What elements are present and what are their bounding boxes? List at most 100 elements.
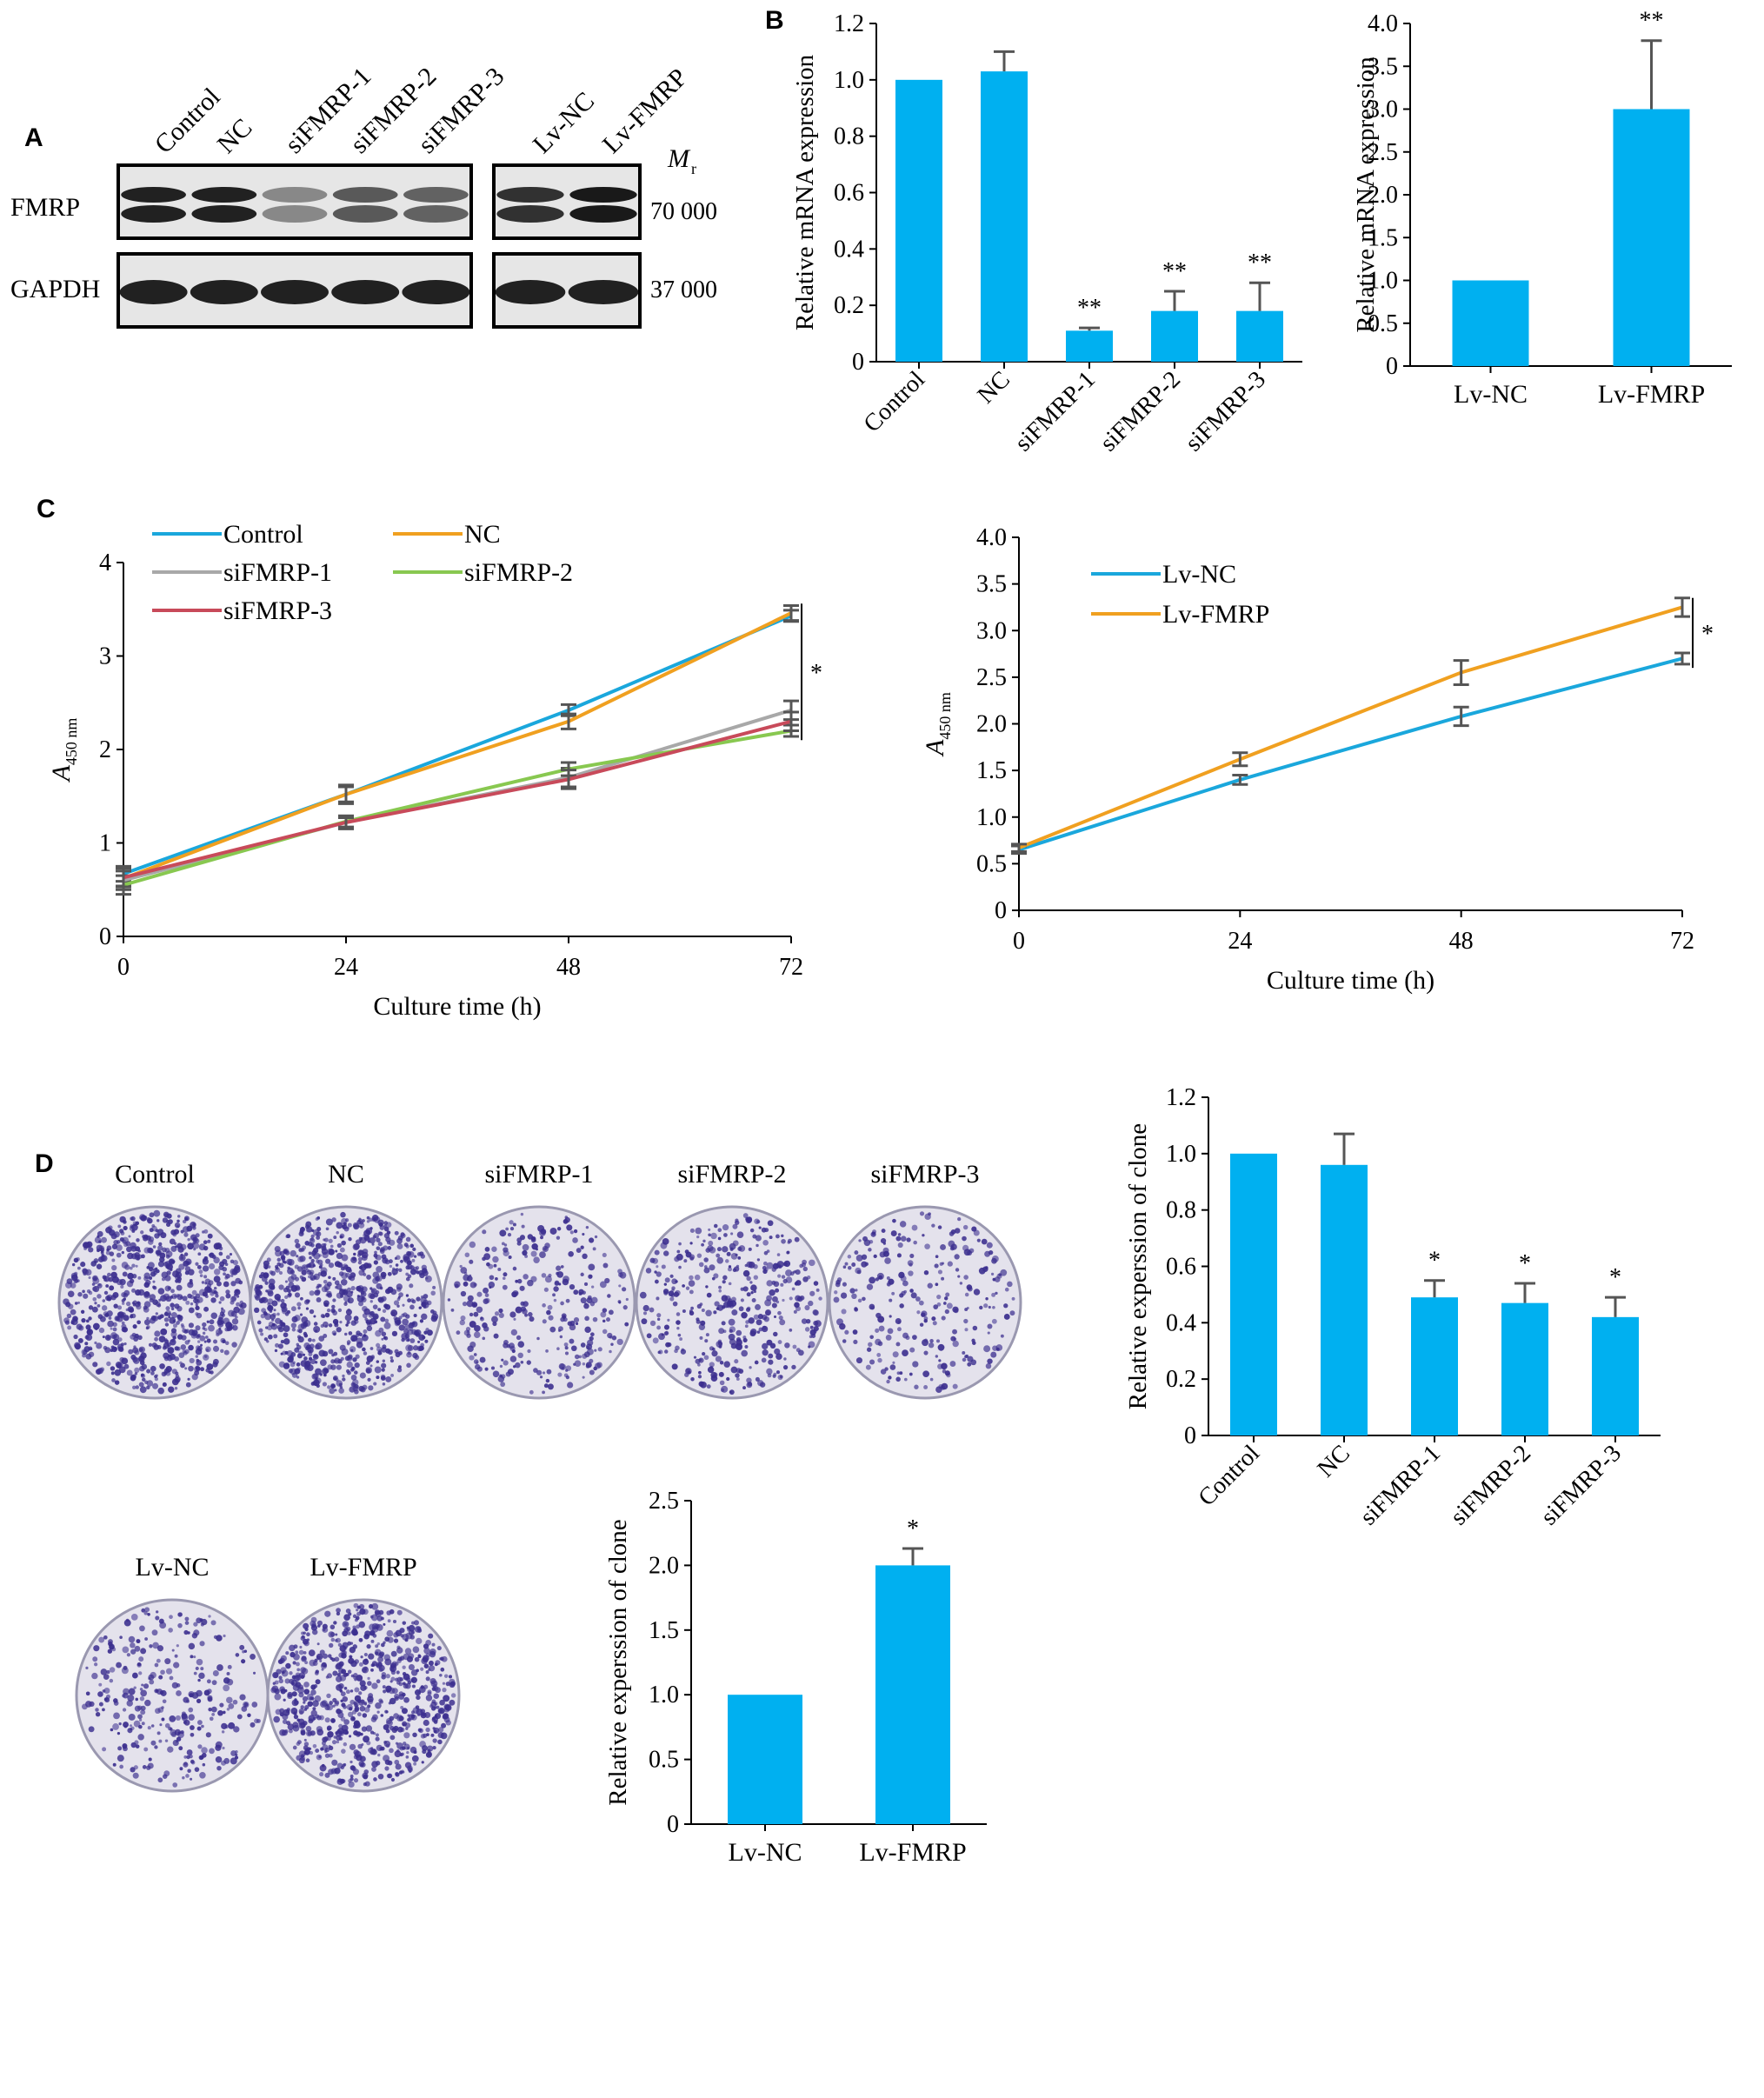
colony [122,1692,129,1699]
colony [884,1257,891,1264]
colony [200,1343,203,1347]
colony [183,1755,188,1759]
colony [377,1773,384,1780]
colony [318,1254,322,1257]
colony [117,1746,123,1751]
colony [575,1322,579,1326]
colony [937,1225,942,1229]
colony [460,1267,468,1274]
colony [176,1225,180,1229]
colony [195,1262,199,1266]
colony [431,1642,436,1647]
colony [737,1256,742,1260]
colony [113,1712,120,1720]
colony [795,1306,802,1312]
colony [416,1296,421,1302]
colony [180,1344,187,1350]
colony [313,1275,317,1280]
colony [379,1248,384,1252]
colony [656,1265,659,1269]
colony [331,1759,338,1766]
colony [582,1362,586,1366]
colony [679,1337,683,1341]
colony [664,1330,669,1335]
colony [602,1308,608,1313]
colony [132,1302,136,1307]
colony [557,1372,562,1377]
colony [283,1708,290,1716]
colony [802,1276,809,1282]
colony [500,1374,506,1379]
colony [294,1698,297,1702]
colony [476,1306,483,1314]
colony [377,1350,383,1355]
y-tick-label: 0 [1386,353,1398,380]
colony [202,1258,207,1262]
colony [386,1773,391,1779]
colony [781,1238,786,1244]
colony [291,1675,296,1680]
colony [278,1678,284,1684]
colony [945,1292,950,1297]
colony [654,1249,660,1255]
colony [835,1279,841,1285]
colony [976,1238,981,1242]
colony [291,1682,295,1686]
colony [912,1335,917,1340]
colony [565,1298,570,1303]
colony [474,1324,481,1332]
colony [422,1335,426,1340]
colony [103,1696,109,1702]
colony [287,1267,294,1275]
colony [546,1309,551,1315]
colony [363,1774,369,1780]
colony [132,1772,139,1779]
colony [234,1293,237,1297]
colony [789,1296,793,1301]
colony [952,1340,959,1348]
colony [390,1373,395,1377]
colony [295,1242,301,1249]
colony [86,1329,94,1335]
colony [232,1260,238,1266]
colony [143,1275,149,1282]
colony [198,1672,205,1680]
colony [892,1218,896,1223]
colony [229,1323,235,1329]
colony [347,1222,352,1228]
colony [266,1257,271,1262]
colony [865,1364,871,1370]
colony [652,1257,659,1264]
colony [143,1306,150,1313]
colony [282,1719,288,1724]
colony [320,1359,327,1367]
colony [204,1282,208,1285]
colony [887,1282,890,1287]
colony [381,1331,387,1337]
significance-marker: ** [1077,295,1102,322]
colony [847,1255,852,1259]
colony [421,1761,424,1764]
colony [161,1277,166,1282]
colony [407,1251,415,1258]
colony [777,1375,783,1381]
colony [469,1355,475,1361]
colony [405,1755,409,1759]
blot-membranes [116,163,642,329]
colony [377,1242,383,1247]
colony [145,1326,150,1330]
colony [766,1339,773,1346]
colony [669,1296,675,1302]
colony [483,1287,489,1294]
colony [324,1772,330,1778]
significance-marker: * [1428,1248,1441,1275]
colony [563,1342,569,1347]
colony [574,1360,582,1367]
colony [493,1263,497,1268]
colony [296,1662,300,1667]
colony [732,1240,739,1247]
colony [768,1353,774,1359]
colony [136,1238,140,1242]
colony [210,1297,216,1303]
colony [380,1714,384,1717]
